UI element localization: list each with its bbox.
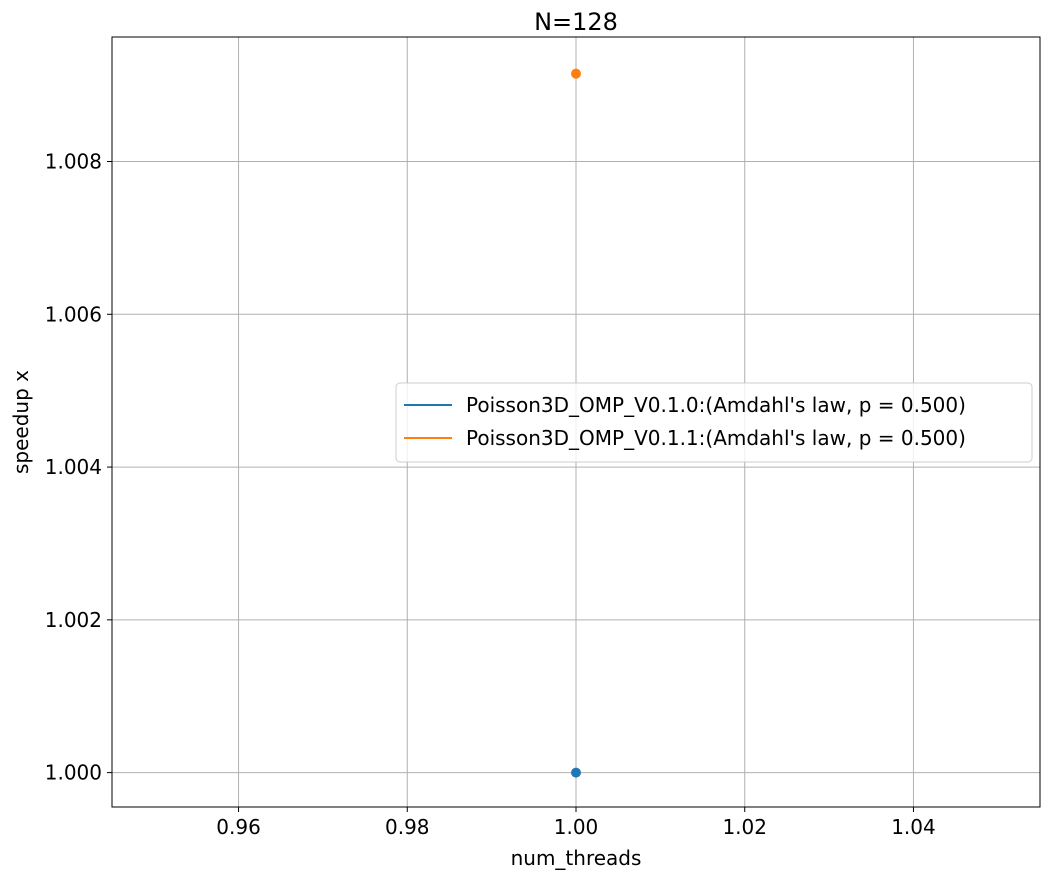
x-tick-label: 0.96 [216, 815, 261, 839]
y-tick-label: 1.000 [45, 761, 102, 785]
legend-label: Poisson3D_OMP_V0.1.1:(Amdahl's law, p = … [466, 426, 966, 450]
data-point [571, 767, 581, 778]
x-axis-title: num_threads [511, 846, 642, 870]
y-tick-label: 1.006 [45, 302, 102, 326]
y-tick-label: 1.004 [45, 455, 102, 479]
data-point [571, 68, 581, 79]
axes-frame [111, 36, 1041, 808]
legend-box [395, 382, 1033, 463]
x-tick-label: 1.02 [722, 815, 767, 839]
axis-ticks: 0.96 0.98 1.00 1.02 1.04 1.000 1.002 1.004 1.006… [45, 150, 936, 839]
x-tick-label: 0.98 [385, 815, 430, 839]
y-tick-label: 1.008 [45, 150, 102, 174]
chart-title: N=128 [534, 8, 618, 36]
y-tick-label: 1.002 [45, 608, 102, 632]
y-axis-title: speedup x [9, 370, 33, 474]
legend-label: Poisson3D_OMP_V0.1.0:(Amdahl's law, p = … [466, 393, 966, 417]
x-tick-label: 1.04 [891, 815, 936, 839]
x-tick-label: 1.00 [554, 815, 599, 839]
data-points [571, 68, 581, 778]
legend: Poisson3D_OMP_V0.1.0:(Amdahl's law, p = … [395, 382, 1033, 463]
